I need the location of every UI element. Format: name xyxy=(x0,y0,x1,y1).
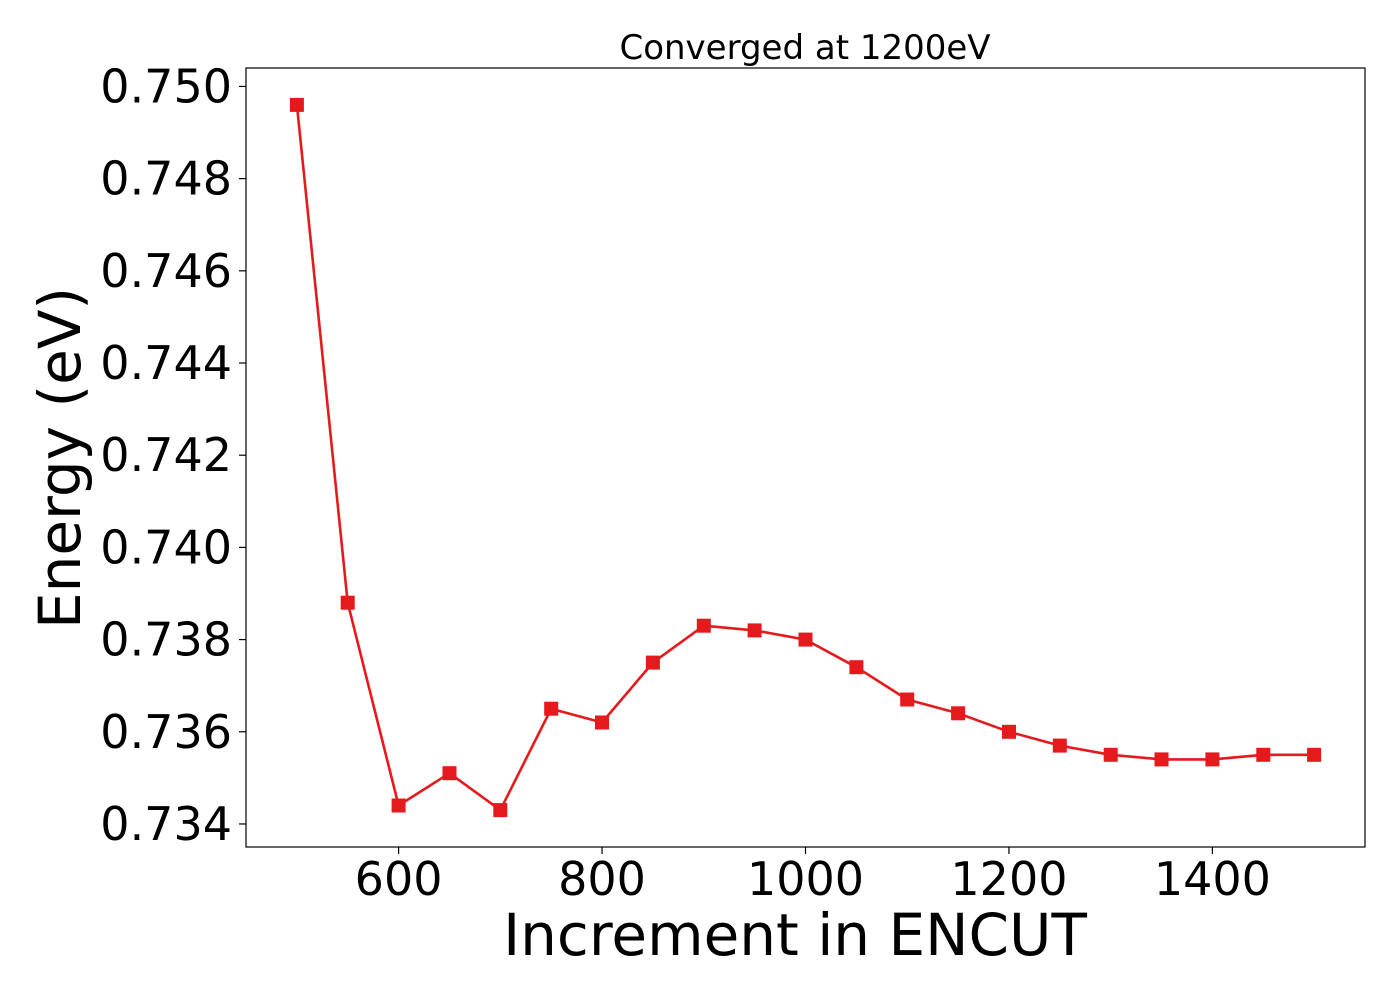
data-point-marker xyxy=(798,632,813,647)
series-layer xyxy=(289,97,1322,818)
plot-area: 600 800 1000 1200 1400 0.7340.7360.7380.7400… xyxy=(100,59,1366,906)
data-point-marker xyxy=(1052,738,1067,753)
data-point-marker xyxy=(1256,747,1271,762)
x-tick-label: 1200 xyxy=(950,852,1067,906)
data-point-marker xyxy=(595,715,609,730)
y-tick-label: 0.746 xyxy=(100,244,232,298)
chart-title: Converged at 1200eV xyxy=(619,28,990,68)
y-tick-label: 0.744 xyxy=(100,336,232,390)
data-point-marker xyxy=(1103,747,1118,762)
y-tick-label: 0.736 xyxy=(100,705,232,759)
data-point-marker xyxy=(340,595,355,610)
data-point-marker xyxy=(289,97,304,112)
data-point-marker xyxy=(951,706,966,721)
data-point-marker xyxy=(391,798,406,813)
y-tick-label: 0.734 xyxy=(100,797,232,851)
data-point-marker xyxy=(849,660,864,675)
y-tick-label: 0.748 xyxy=(100,152,232,206)
x-tick-label: 1400 xyxy=(1154,852,1271,906)
data-point-marker xyxy=(1154,752,1169,767)
x-tick-label: 1000 xyxy=(747,852,864,906)
data-point-marker xyxy=(1205,752,1220,767)
data-point-marker xyxy=(1307,747,1322,762)
y-tick-label: 0.740 xyxy=(100,520,232,574)
y-tick-label: 0.750 xyxy=(100,59,232,113)
y-tick-label: 0.738 xyxy=(100,613,232,667)
data-point-marker xyxy=(442,766,457,781)
y-tick-label: 0.742 xyxy=(100,428,232,482)
x-tick-label: 600 xyxy=(355,852,443,906)
y-axis-title: Energy (eV) xyxy=(26,287,94,629)
data-point-marker xyxy=(645,655,660,670)
data-point-marker xyxy=(544,701,559,716)
x-axis-title: Increment in ENCUT xyxy=(503,901,1087,969)
y-axis-ticks: 0.734 0.736 0.738 0.740 0.742 0.744 0.746 0.748… xyxy=(100,59,246,851)
data-point-marker xyxy=(1002,724,1016,739)
data-point-marker xyxy=(493,803,508,818)
data-point-marker xyxy=(900,692,915,707)
data-point-marker xyxy=(747,623,762,638)
x-tick-label: 800 xyxy=(558,852,646,906)
x-axis-ticks: 600 800 1000 1200 1400 xyxy=(355,847,1271,906)
data-point-marker xyxy=(696,618,711,633)
